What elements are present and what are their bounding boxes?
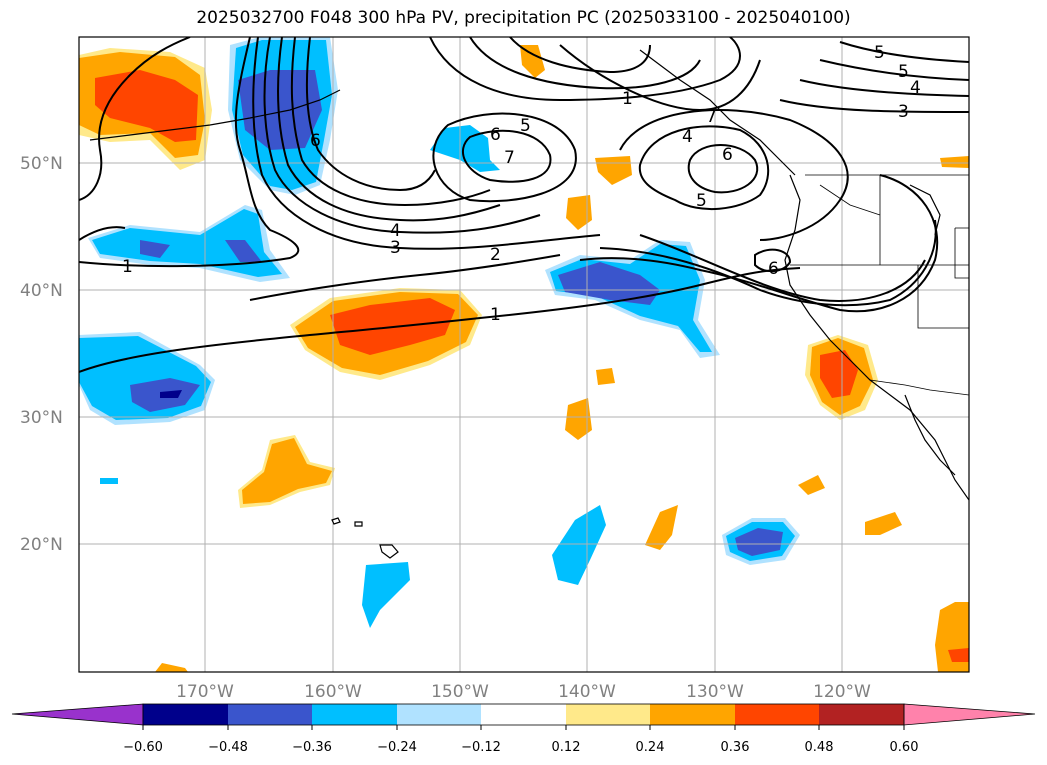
lon-label: 140°W bbox=[558, 682, 616, 702]
lat-label: 50°N bbox=[20, 154, 63, 174]
pv-label: 1 bbox=[122, 257, 133, 277]
lon-label: 170°W bbox=[176, 682, 234, 702]
lon-label: 150°W bbox=[431, 682, 489, 702]
colorbar-segment bbox=[481, 704, 566, 725]
pv-label: 7 bbox=[706, 107, 717, 127]
colorbar: −0.60 −0.48 −0.36 −0.24 −0.12 0.12 0.24 … bbox=[11, 703, 1036, 755]
longitude-labels: 170°W 160°W 150°W 140°W 130°W 120°W bbox=[176, 682, 871, 702]
pv-label: 4 bbox=[390, 221, 401, 241]
latitude-labels: 50°N 40°N 30°N 20°N bbox=[20, 154, 63, 555]
map-frame bbox=[78, 36, 970, 673]
lon-label: 130°W bbox=[686, 682, 744, 702]
pv-label: 3 bbox=[898, 102, 909, 122]
colorbar-tick-label: −0.48 bbox=[208, 740, 248, 755]
colorbar-tick-label: 0.12 bbox=[552, 740, 581, 755]
pv-label: 7 bbox=[504, 148, 515, 168]
colorbar-tick-label: 0.60 bbox=[890, 740, 919, 755]
lat-label: 30°N bbox=[20, 408, 63, 428]
pv-label: 4 bbox=[682, 127, 693, 147]
pv-label: 3 bbox=[390, 238, 401, 258]
pv-label: 5 bbox=[696, 191, 707, 211]
colorbar-tick-label: 0.24 bbox=[636, 740, 665, 755]
colorbar-segment bbox=[143, 704, 228, 725]
pv-label: 5 bbox=[520, 116, 531, 136]
lat-label: 20°N bbox=[20, 535, 63, 555]
colorbar-tick-label: 0.48 bbox=[805, 740, 834, 755]
pv-label: 5 bbox=[874, 43, 885, 63]
colorbar-segment bbox=[397, 704, 481, 725]
colorbar-tick-label: −0.36 bbox=[292, 740, 332, 755]
colorbar-segment bbox=[228, 704, 312, 725]
pv-contours bbox=[79, 37, 969, 373]
colorbar-segment bbox=[312, 704, 397, 725]
pv-label: 2 bbox=[490, 245, 501, 265]
pv-label: 5 bbox=[898, 62, 909, 82]
pv-contour-labels: 6 5 4 3 1 6 5 7 7 4 6 5 4 3 2 1 1 5 6 bbox=[122, 43, 921, 325]
pv-label: 6 bbox=[768, 259, 779, 279]
colorbar-segment bbox=[735, 704, 819, 725]
colorbar-segment bbox=[650, 704, 735, 725]
lon-label: 120°W bbox=[813, 682, 871, 702]
pv-label: 6 bbox=[310, 131, 321, 151]
coastlines bbox=[89, 49, 969, 559]
colorbar-tick-label: −0.12 bbox=[461, 740, 501, 755]
colorbar-frame bbox=[142, 703, 905, 726]
colorbar-extend-high bbox=[903, 703, 1036, 726]
pv-label: 6 bbox=[722, 145, 733, 165]
gridlines bbox=[79, 37, 969, 672]
colorbar-segment bbox=[566, 704, 650, 725]
colorbar-tick-label: −0.24 bbox=[377, 740, 417, 755]
colorbar-segment bbox=[819, 704, 904, 725]
pv-label: 6 bbox=[490, 125, 501, 145]
lat-label: 40°N bbox=[20, 281, 63, 301]
pv-label: 4 bbox=[910, 78, 921, 98]
colorbar-extend-low bbox=[11, 703, 144, 726]
pv-label: 1 bbox=[490, 305, 501, 325]
plot-title: 2025032700 F048 300 hPa PV, precipitatio… bbox=[196, 8, 851, 28]
lon-label: 160°W bbox=[304, 682, 362, 702]
pv-label: 1 bbox=[622, 89, 633, 109]
colorbar-tick-label: 0.36 bbox=[721, 740, 750, 755]
colorbar-tick-label: −0.60 bbox=[123, 740, 163, 755]
